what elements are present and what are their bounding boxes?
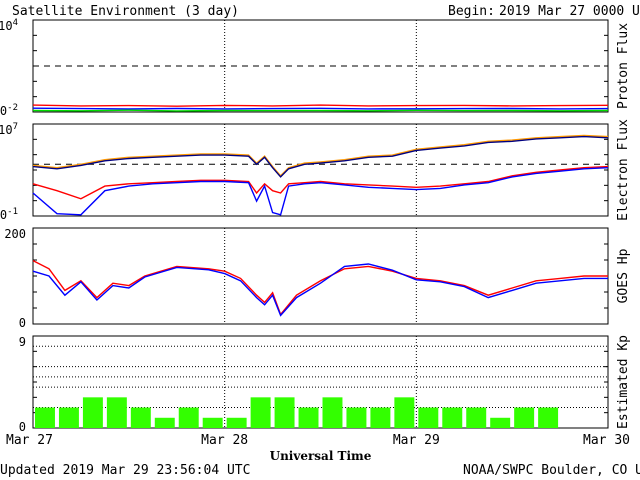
kp-bar: [514, 407, 535, 428]
kp-bar: [298, 407, 319, 428]
kp-bar: [226, 417, 247, 428]
y-axis-label: Proton Flux: [616, 23, 631, 109]
chart-title: Satellite Environment (3 day): [12, 4, 239, 19]
kp-bar: [130, 407, 151, 428]
x-tick-label: Mar 28: [201, 433, 248, 448]
y-tick-label-bottom: 10-1: [0, 207, 18, 222]
credit-text: NOAA/SWPC Boulder, CO USA: [463, 463, 640, 478]
series-line-blue: [32, 167, 609, 216]
kp-bar: [35, 407, 55, 428]
kp-bar: [58, 407, 79, 428]
kp-bar: [82, 397, 103, 428]
kp-bar: [178, 407, 199, 428]
begin-value: 2019 Mar 27 0000 UTC: [499, 4, 640, 19]
kp-bar: [466, 407, 487, 428]
x-tick-label: Mar 29: [393, 433, 440, 448]
kp-bar: [250, 397, 271, 428]
series-line-blue: [32, 263, 608, 317]
y-tick-label-bottom: 0: [19, 420, 26, 434]
kp-bar: [202, 417, 223, 428]
y-tick-label-top: 200: [4, 227, 26, 241]
kp-bar: [538, 407, 559, 428]
kp-bar: [394, 397, 415, 428]
y-tick-label-top: 9: [19, 335, 26, 349]
y-axis-label: Estimated Kp: [616, 335, 631, 429]
y-tick-label-top: 104: [0, 18, 18, 33]
kp-bar: [346, 407, 367, 428]
y-tick-label-bottom: 0: [19, 316, 26, 330]
x-tick-label: Mar 27: [6, 433, 53, 448]
series-line-blue: [32, 107, 609, 110]
y-axis-label: GOES Hp: [616, 248, 631, 303]
y-tick-label-bottom: 10-2: [0, 103, 18, 118]
updated-timestamp: Updated 2019 Mar 29 23:56:04 UTC: [0, 463, 250, 478]
kp-bar: [442, 407, 463, 428]
kp-bar: [418, 407, 439, 428]
kp-bar: [490, 417, 511, 428]
kp-bar: [370, 407, 391, 428]
series-line-red: [32, 165, 609, 200]
y-axis-label: Electron Flux: [616, 119, 631, 221]
series-line-orange: [32, 134, 609, 177]
y-tick-label-top: 107: [0, 122, 18, 137]
kp-bar: [322, 397, 343, 428]
series-line-red: [32, 104, 609, 107]
kp-bar: [106, 397, 127, 428]
begin-label: Begin:: [448, 4, 495, 19]
x-tick-label: Mar 30: [583, 433, 630, 448]
x-axis-label: Universal Time: [270, 449, 372, 463]
panel-frame-2: [32, 227, 609, 325]
series-line-green: [32, 109, 609, 112]
series-line-navy: [32, 135, 609, 178]
panel-frame-1: [32, 123, 609, 217]
kp-bar: [274, 397, 295, 428]
kp-bar: [154, 417, 175, 428]
